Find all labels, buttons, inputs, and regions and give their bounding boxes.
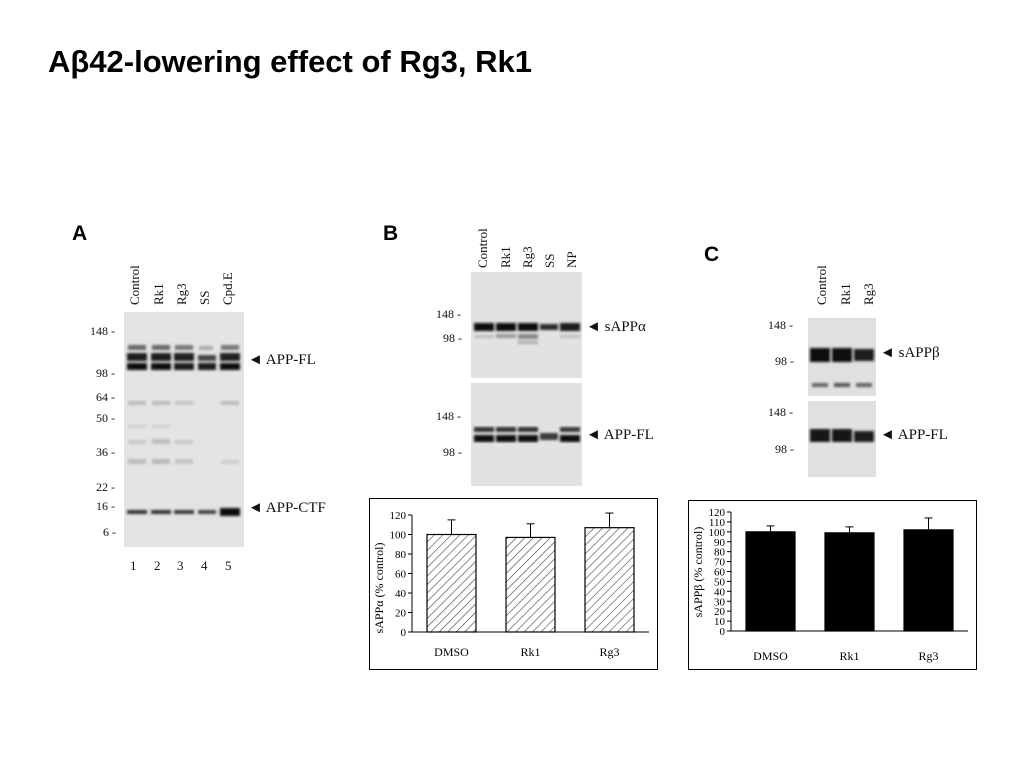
y-tick-label: 70 [714,557,726,569]
y-tick-label: 30 [714,596,726,608]
lane-number: 4 [201,558,208,573]
mw-marker: 22 - [96,480,115,494]
bar [903,529,954,632]
lane-label: Rg3 [174,283,189,305]
panel-a-gel [124,312,244,547]
lane-label: SS [542,253,557,268]
lane-number: 5 [225,558,232,573]
panel-b-blot-app-fl [471,383,582,486]
mw-marker: 148 - [90,324,115,338]
band-label-sappb: ◄ sAPPβ [880,345,940,361]
lane-label: Control [127,265,142,305]
panel-c-blot-sappb [808,318,876,396]
mw-marker: 50 - [96,411,115,425]
y-tick-label: 20 [395,608,407,620]
lane-label: Rk1 [498,246,513,268]
y-axis-label: sAPPα (% control) [372,543,386,634]
band-label-text: APP-FL [265,352,316,368]
y-tick-label: 80 [395,549,407,561]
bar [584,527,635,633]
lane-label: Control [475,228,490,268]
x-category-label: Rg3 [599,645,619,659]
y-tick-label: 110 [709,517,726,529]
y-tick-label: 100 [390,530,407,542]
mw-marker: 148 - [768,405,793,419]
y-tick-label: 10 [714,616,726,628]
y-tick-label: 60 [714,567,726,579]
mw-marker: 148 - [768,318,793,332]
y-tick-label: 40 [395,588,407,600]
panel-a-letter: A [72,222,88,245]
title-suffix: 42-lowering effect of Rg3, Rk1 [89,44,533,79]
band-label-text: sAPPβ [898,345,940,361]
slide-title: Aβ42-lowering effect of Rg3, Rk1 [48,44,532,80]
panel-c-blot-app-fl [808,401,876,477]
y-tick-label: 0 [401,627,407,639]
mw-marker: 98 - [443,331,462,345]
y-tick-label: 120 [709,507,726,519]
lane-label: Rg3 [861,283,876,305]
lane-label: Rk1 [838,283,853,305]
band-label-app-fl: ◄ APP-FL [880,427,948,443]
x-category-label: Rk1 [839,649,859,663]
mw-marker: 98 - [443,445,462,459]
y-tick-label: 80 [714,547,726,559]
mw-marker: 16 - [96,499,115,513]
panel-b-blot-sappa [471,272,582,378]
x-category-label: Rk1 [520,645,540,659]
band-label-text: APP-CTF [265,500,326,516]
x-category-label: DMSO [434,645,469,659]
y-tick-label: 0 [720,626,726,638]
mw-marker: 6 - [103,525,116,539]
mw-marker: 36 - [96,445,115,459]
y-tick-label: 120 [390,510,407,522]
band-label-app-fl: ◄ APP-FL [586,427,654,443]
lane-label: Control [814,265,829,305]
y-tick-label: 40 [714,586,726,598]
chart-sappa: 0 20 40 60 80 100 120 DMSO Rk1 Rg3 sAPPα (% contr… [369,498,658,670]
lane-label: Rk1 [151,283,166,305]
bar [505,536,556,633]
panel-c-letter: C [704,243,720,266]
x-category-label: DMSO [753,649,788,663]
bar [745,531,796,632]
y-tick-label: 20 [714,606,726,618]
band-label-app-ctf: ◄ APP-CTF [248,500,326,516]
y-tick-label: 50 [714,576,726,588]
title-prefix: A [48,44,71,79]
mw-marker: 148 - [436,409,461,423]
bar [426,533,477,633]
band-label-text: APP-FL [897,427,948,443]
lane-label: NP [564,251,579,268]
lane-number: 3 [177,558,184,573]
y-tick-label: 100 [709,527,726,539]
lane-label: Rg3 [520,246,535,268]
mw-marker: 98 - [775,354,794,368]
lane-label: SS [197,290,212,305]
y-tick-label: 90 [714,537,726,549]
band-label-text: sAPPα [604,319,646,335]
y-axis-label: sAPPβ (% control) [691,527,705,618]
bar [824,532,875,632]
mw-marker: 98 - [96,366,115,380]
panel-b-letter: B [383,222,399,245]
title-beta: β [70,44,90,79]
chart-marks: 0 20 40 60 80 100 120 DMSO Rk1 Rg3 [390,510,649,659]
lane-number: 1 [130,558,137,573]
mw-marker: 98 - [775,442,794,456]
lane-number: 2 [154,558,161,573]
x-category-label: Rg3 [918,649,938,663]
band-label-text: APP-FL [603,427,654,443]
lane-label: Cpd.E [220,272,235,305]
mw-marker: 148 - [436,307,461,321]
y-tick-label: 60 [395,569,407,581]
mw-marker: 64 - [96,390,115,404]
band-label-sappa: ◄ sAPPα [586,319,646,335]
band-label-app-fl: ◄ APP-FL [248,352,316,368]
